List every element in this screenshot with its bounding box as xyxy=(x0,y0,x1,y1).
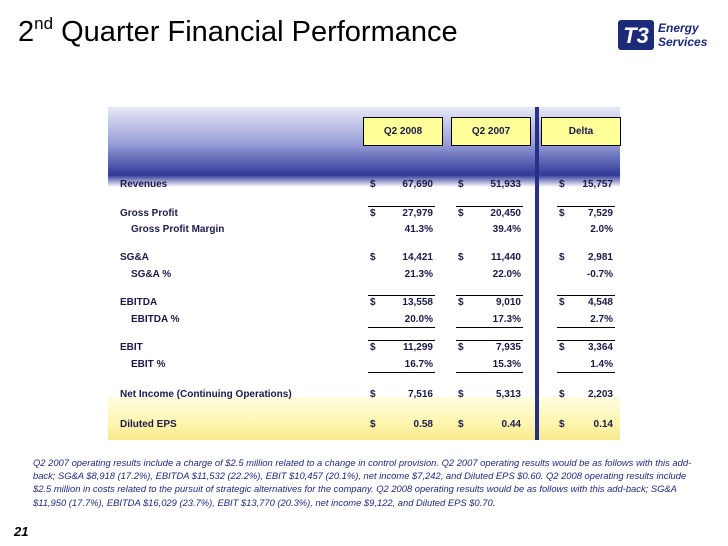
cell-value: 20.0% xyxy=(404,314,433,325)
currency-symbol: $ xyxy=(370,419,376,430)
cell-rule xyxy=(456,206,523,207)
eps-band xyxy=(108,397,620,440)
row-label: SG&A % xyxy=(131,269,172,280)
cell-value: 7,935 xyxy=(495,342,521,353)
title-suffix: nd xyxy=(34,14,54,33)
row-label: Diluted EPS xyxy=(120,419,177,430)
footnote: Q2 2007 operating results include a char… xyxy=(33,457,692,508)
currency-symbol: $ xyxy=(559,179,565,190)
cell-value: 14,421 xyxy=(402,252,433,263)
cell-rule xyxy=(456,372,523,373)
cell-value: 41.3% xyxy=(404,224,433,235)
cell-rule xyxy=(368,372,435,373)
currency-symbol: $ xyxy=(458,297,464,308)
cell-rule xyxy=(368,340,435,341)
logo-line: Energy xyxy=(658,21,700,35)
cell-value: 16.7% xyxy=(404,359,433,370)
financial-table: Q2 2008 Q2 2007 Delta Revenues $67,690 $51,93… xyxy=(108,107,621,440)
cell-value: 22.0% xyxy=(492,269,521,280)
column-header: Q2 2008 xyxy=(363,117,443,146)
row-label: EBIT % xyxy=(131,359,166,370)
cell-value: 7,529 xyxy=(587,208,613,219)
currency-symbol: $ xyxy=(458,342,464,353)
cell-value: 27,979 xyxy=(402,208,433,219)
currency-symbol: $ xyxy=(458,389,464,400)
cell-rule xyxy=(557,327,615,328)
cell-value: 3,364 xyxy=(587,342,613,353)
cell-value: 13,558 xyxy=(402,297,433,308)
cell-value: 11,440 xyxy=(490,252,521,263)
cell-rule xyxy=(456,340,523,341)
row-label: Revenues xyxy=(120,179,168,190)
cell-value: 51,933 xyxy=(490,179,521,190)
currency-symbol: $ xyxy=(559,297,565,308)
currency-symbol: $ xyxy=(559,342,565,353)
cell-value: 20,450 xyxy=(490,208,521,219)
row-label: Net Income (Continuing Operations) xyxy=(120,389,292,400)
cell-rule xyxy=(368,327,435,328)
currency-symbol: $ xyxy=(458,419,464,430)
cell-rule xyxy=(456,295,523,296)
cell-rule xyxy=(557,340,615,341)
logo-line: Services xyxy=(658,35,708,49)
cell-value: 39.4% xyxy=(492,224,521,235)
currency-symbol: $ xyxy=(370,389,376,400)
currency-symbol: $ xyxy=(559,419,565,430)
cell-rule xyxy=(456,327,523,328)
delta-divider xyxy=(535,107,539,440)
row-label: Gross Profit xyxy=(120,208,178,219)
currency-symbol: $ xyxy=(559,208,565,219)
cell-rule xyxy=(557,206,615,207)
cell-value: 15,757 xyxy=(582,179,613,190)
currency-symbol: $ xyxy=(458,208,464,219)
cell-value: -0.7% xyxy=(586,269,613,280)
row-label: EBITDA xyxy=(120,297,158,308)
logo-mark: T3 xyxy=(623,23,649,48)
row-label: EBITDA % xyxy=(131,314,180,325)
cell-value: 2,203 xyxy=(587,389,613,400)
cell-value: 7,516 xyxy=(407,389,433,400)
cell-value: 2.0% xyxy=(590,224,613,235)
cell-value: 21.3% xyxy=(404,269,433,280)
cell-value: 9,010 xyxy=(495,297,521,308)
cell-value: 0.14 xyxy=(593,419,613,430)
cell-value: 4,548 xyxy=(587,297,613,308)
cell-value: 0.58 xyxy=(413,419,433,430)
row-label: EBIT xyxy=(120,342,143,353)
currency-symbol: $ xyxy=(559,252,565,263)
cell-value: 11,299 xyxy=(402,342,433,353)
logo: T3 Energy Services xyxy=(618,20,708,50)
currency-symbol: $ xyxy=(370,179,376,190)
cell-value: 15.3% xyxy=(492,359,521,370)
currency-symbol: $ xyxy=(370,342,376,353)
cell-value: 2.7% xyxy=(590,314,613,325)
cell-value: 5,313 xyxy=(495,389,521,400)
cell-value: 0.44 xyxy=(501,419,521,430)
title-text: Quarter Financial Performance xyxy=(61,16,458,48)
currency-symbol: $ xyxy=(370,208,376,219)
cell-rule xyxy=(557,295,615,296)
currency-symbol: $ xyxy=(370,252,376,263)
column-header: Delta xyxy=(541,117,621,146)
currency-symbol: $ xyxy=(458,252,464,263)
column-header: Q2 2007 xyxy=(451,117,531,146)
currency-symbol: $ xyxy=(458,179,464,190)
page-number: 21 xyxy=(14,524,29,539)
cell-rule xyxy=(557,372,615,373)
cell-value: 17.3% xyxy=(492,314,521,325)
currency-symbol: $ xyxy=(370,297,376,308)
slide-title: 2nd Quarter Financial Performance xyxy=(18,14,458,49)
currency-symbol: $ xyxy=(559,389,565,400)
cell-value: 2,981 xyxy=(587,252,613,263)
title-number: 2 xyxy=(18,16,35,48)
cell-value: 1.4% xyxy=(590,359,613,370)
cell-rule xyxy=(368,295,435,296)
row-label: Gross Profit Margin xyxy=(131,224,225,235)
row-label: SG&A xyxy=(120,252,149,263)
cell-value: 67,690 xyxy=(402,179,433,190)
cell-rule xyxy=(368,206,435,207)
